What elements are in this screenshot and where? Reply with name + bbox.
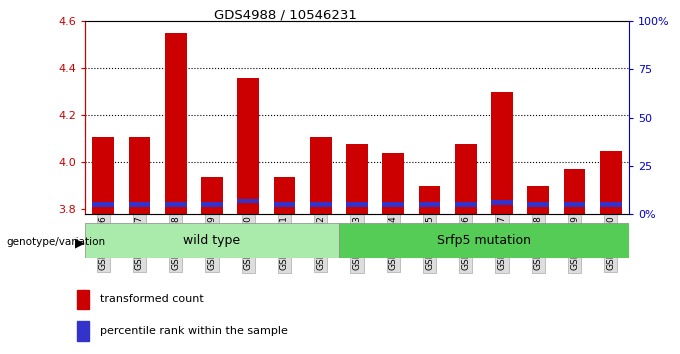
Bar [129,202,150,207]
Bar [273,202,295,207]
Bar [77,321,89,341]
Bar [201,177,223,214]
Bar [165,202,186,207]
Text: wild type: wild type [184,234,241,247]
Bar [273,177,295,214]
Text: GDS4988 / 10546231: GDS4988 / 10546231 [214,9,357,22]
Bar [165,33,186,214]
Text: transformed count: transformed count [100,295,203,304]
Bar [491,200,513,205]
Text: Srfp5 mutation: Srfp5 mutation [437,234,531,247]
Bar [419,186,441,214]
Bar [92,202,114,207]
Bar [237,78,259,214]
Text: percentile rank within the sample: percentile rank within the sample [100,326,288,336]
Text: ▶: ▶ [75,236,85,249]
Bar [455,202,477,207]
Bar [339,223,629,258]
Bar [85,223,339,258]
Bar [382,202,404,207]
Bar [310,202,332,207]
Bar [346,144,368,214]
Bar [528,202,549,207]
Bar [564,202,585,207]
Bar [564,170,585,214]
Bar [129,137,150,214]
Bar [491,92,513,214]
Bar [201,202,223,207]
Bar [419,202,441,207]
Bar [92,137,114,214]
Text: genotype/variation: genotype/variation [7,238,106,247]
Bar [382,153,404,214]
Bar [77,290,89,309]
Bar [455,144,477,214]
Bar [237,199,259,203]
Bar [310,137,332,214]
Bar [600,151,622,214]
Bar [600,202,622,207]
Bar [346,202,368,207]
Bar [528,186,549,214]
